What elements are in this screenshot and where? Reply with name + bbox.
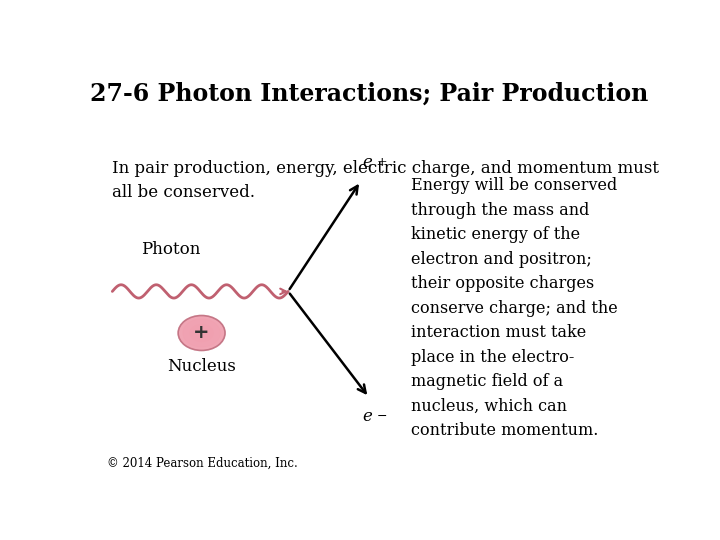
Text: their opposite charges: their opposite charges [411,275,594,292]
Text: e: e [362,408,372,425]
Text: nucleus, which can: nucleus, which can [411,398,567,415]
Circle shape [183,319,220,347]
Text: © 2014 Pearson Education, Inc.: © 2014 Pearson Education, Inc. [107,457,297,470]
Text: −: − [377,410,387,423]
Text: +: + [377,156,387,168]
Text: Photon: Photon [141,241,201,258]
Text: e: e [362,154,372,171]
Text: interaction must take: interaction must take [411,324,586,341]
Text: In pair production, energy, electric charge, and momentum must
all be conserved.: In pair production, energy, electric cha… [112,160,660,201]
Text: Nucleus: Nucleus [167,358,236,375]
Text: electron and positron;: electron and positron; [411,251,592,268]
Text: contribute momentum.: contribute momentum. [411,422,598,440]
Text: kinetic energy of the: kinetic energy of the [411,226,580,243]
Circle shape [178,315,225,350]
Text: +: + [194,323,210,342]
Circle shape [178,315,225,350]
Text: place in the electro-: place in the electro- [411,349,575,366]
Text: Energy will be conserved: Energy will be conserved [411,177,617,194]
Text: conserve charge; and the: conserve charge; and the [411,300,618,317]
Text: magnetic field of a: magnetic field of a [411,373,563,390]
Circle shape [190,324,213,342]
Text: 27-6 Photon Interactions; Pair Production: 27-6 Photon Interactions; Pair Productio… [90,82,648,105]
Text: through the mass and: through the mass and [411,201,589,219]
